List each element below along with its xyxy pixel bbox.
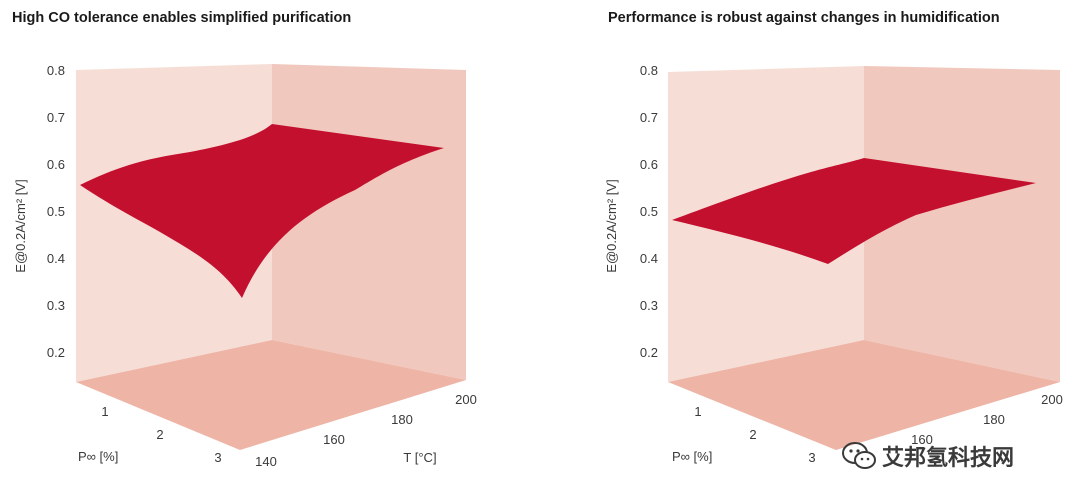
z-tick-label: 0.4 [47, 251, 65, 266]
surface [80, 124, 444, 298]
watermark: 艾邦氢科技网 [842, 440, 1014, 472]
z-tick-label: 0.2 [47, 345, 65, 360]
z-tick-label: 0.5 [47, 204, 65, 219]
z-tick-label: 0.5 [640, 204, 658, 219]
y-tick-label: 180 [391, 412, 413, 427]
side-wall [272, 64, 466, 380]
z-axis-label: E@0.2A/cm² [V] [13, 179, 28, 272]
chart-panel-right: Performance is robust against changes in… [596, 0, 1080, 504]
side-wall [864, 66, 1060, 382]
x-tick-label: 2 [749, 427, 756, 442]
chart-right-svg: 0.8 0.7 0.6 0.5 0.4 0.3 0.2 E@0.2A/cm² [… [604, 63, 1063, 465]
y-tick-label: 200 [1041, 392, 1063, 407]
y-tick-label: 180 [983, 412, 1005, 427]
x-tick-label: 3 [214, 450, 221, 465]
y-ticks: 160 180 200 [911, 392, 1063, 447]
wechat-icon [842, 441, 876, 471]
y-tick-label: 200 [455, 392, 477, 407]
chart-title: Performance is robust against changes in… [608, 10, 1000, 26]
y-tick-label: 140 [255, 454, 277, 469]
z-tick-label: 0.8 [47, 63, 65, 78]
z-tick-label: 0.7 [640, 110, 658, 125]
chart-left-svg: 0.8 0.7 0.6 0.5 0.4 0.3 0.2 E@0.2A/cm² [… [13, 63, 477, 469]
y-axis-label: T [°C] [403, 450, 436, 465]
y-tick-label: 160 [323, 432, 345, 447]
x-ticks: 1 2 3 [694, 404, 815, 465]
x-ticks: 1 2 3 [101, 404, 221, 465]
x-tick-label: 2 [156, 427, 163, 442]
x-axis-label: P∞ [%] [78, 449, 118, 464]
z-ticks: 0.8 0.7 0.6 0.5 0.4 0.3 0.2 [47, 63, 65, 360]
x-tick-label: 1 [694, 404, 701, 419]
x-axis-label: P∞ [%] [672, 449, 712, 464]
z-axis-label: E@0.2A/cm² [V] [604, 179, 619, 272]
chart-panel-left: High CO tolerance enables simplified pur… [12, 10, 477, 469]
z-tick-label: 0.6 [640, 157, 658, 172]
z-tick-label: 0.4 [640, 251, 658, 266]
chart-title: High CO tolerance enables simplified pur… [12, 10, 352, 26]
floor-plane [668, 340, 1060, 450]
watermark-text: 艾邦氢科技网 [882, 446, 1015, 471]
z-tick-label: 0.8 [640, 63, 658, 78]
surface [672, 158, 1036, 264]
z-ticks: 0.8 0.7 0.6 0.5 0.4 0.3 0.2 [640, 63, 658, 360]
z-tick-label: 0.3 [47, 298, 65, 313]
y-tick-label: 160 [911, 432, 933, 447]
z-tick-label: 0.3 [640, 298, 658, 313]
floor-plane [76, 340, 466, 450]
x-tick-label: 1 [101, 404, 108, 419]
z-tick-label: 0.2 [640, 345, 658, 360]
y-ticks: 140 160 180 200 [255, 392, 477, 469]
z-tick-label: 0.6 [47, 157, 65, 172]
x-tick-label: 3 [808, 450, 815, 465]
z-tick-label: 0.7 [47, 110, 65, 125]
